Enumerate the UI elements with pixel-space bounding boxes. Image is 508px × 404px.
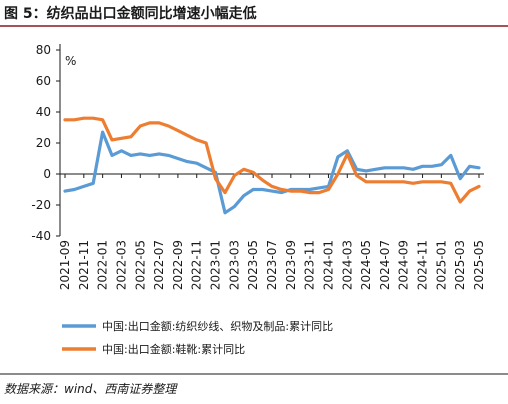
x-tick-label: 2023-03	[227, 240, 241, 290]
y-tick-label: 0	[43, 167, 51, 181]
axes: -40 -20 0 20 40 60 80% 2021-09 2021-11 2022-01 202…	[31, 43, 486, 290]
legend-label-1: 中国:出口金额:纺织纱线、织物及制品:累计同比	[102, 319, 333, 333]
x-tick-label: 2022-01	[96, 240, 110, 290]
x-tick-label: 2021-09	[58, 240, 72, 290]
x-tick-label: 2023-11	[303, 240, 317, 290]
x-tick-label: 2025-03	[453, 240, 467, 290]
y-tick-label: 80	[36, 43, 51, 57]
figure-title: 图 5：纺织品出口金额同比增速小幅走低	[4, 6, 257, 22]
series-line-1	[63, 130, 481, 215]
x-tick-label: 2023-07	[265, 240, 279, 290]
series-line-2	[63, 116, 481, 204]
y-tick-label: -20	[31, 198, 51, 212]
x-tick-label: 2023-01	[209, 240, 223, 290]
y-tick-label: 20	[36, 136, 51, 150]
x-tick-label: 2022-03	[114, 240, 128, 290]
x-tick-label: 2024-09	[397, 240, 411, 290]
series-layer	[63, 116, 481, 215]
y-tick-label: 60	[36, 74, 51, 88]
y-tick-label: 40	[36, 105, 51, 119]
x-tick-label: 2023-09	[284, 240, 298, 290]
x-tick-label: 2024-01	[321, 240, 335, 290]
x-tick-label: 2024-05	[359, 240, 373, 290]
x-tick-label: 2022-07	[152, 240, 166, 290]
x-tick-label: 2022-11	[190, 240, 204, 290]
x-tick-label: 2025-01	[434, 240, 448, 290]
x-tick-label: 2024-03	[340, 240, 354, 290]
x-tick-label: 2022-09	[171, 240, 185, 290]
x-tick-label: 2023-05	[246, 240, 260, 290]
x-tick-label: 2024-11	[416, 240, 430, 290]
y-axis-unit-label: %	[65, 54, 76, 68]
x-tick-label: 2021-11	[77, 240, 91, 290]
x-tick-label: 2025-05	[472, 240, 486, 290]
x-tick-label: 2022-05	[133, 240, 147, 290]
y-tick-label: -40	[31, 229, 51, 243]
x-tick-label: 2024-07	[378, 240, 392, 290]
figure-source: 数据来源：wind、西南证券整理	[4, 382, 177, 396]
legend-label-2: 中国:出口金额:鞋靴:累计同比	[102, 342, 245, 356]
